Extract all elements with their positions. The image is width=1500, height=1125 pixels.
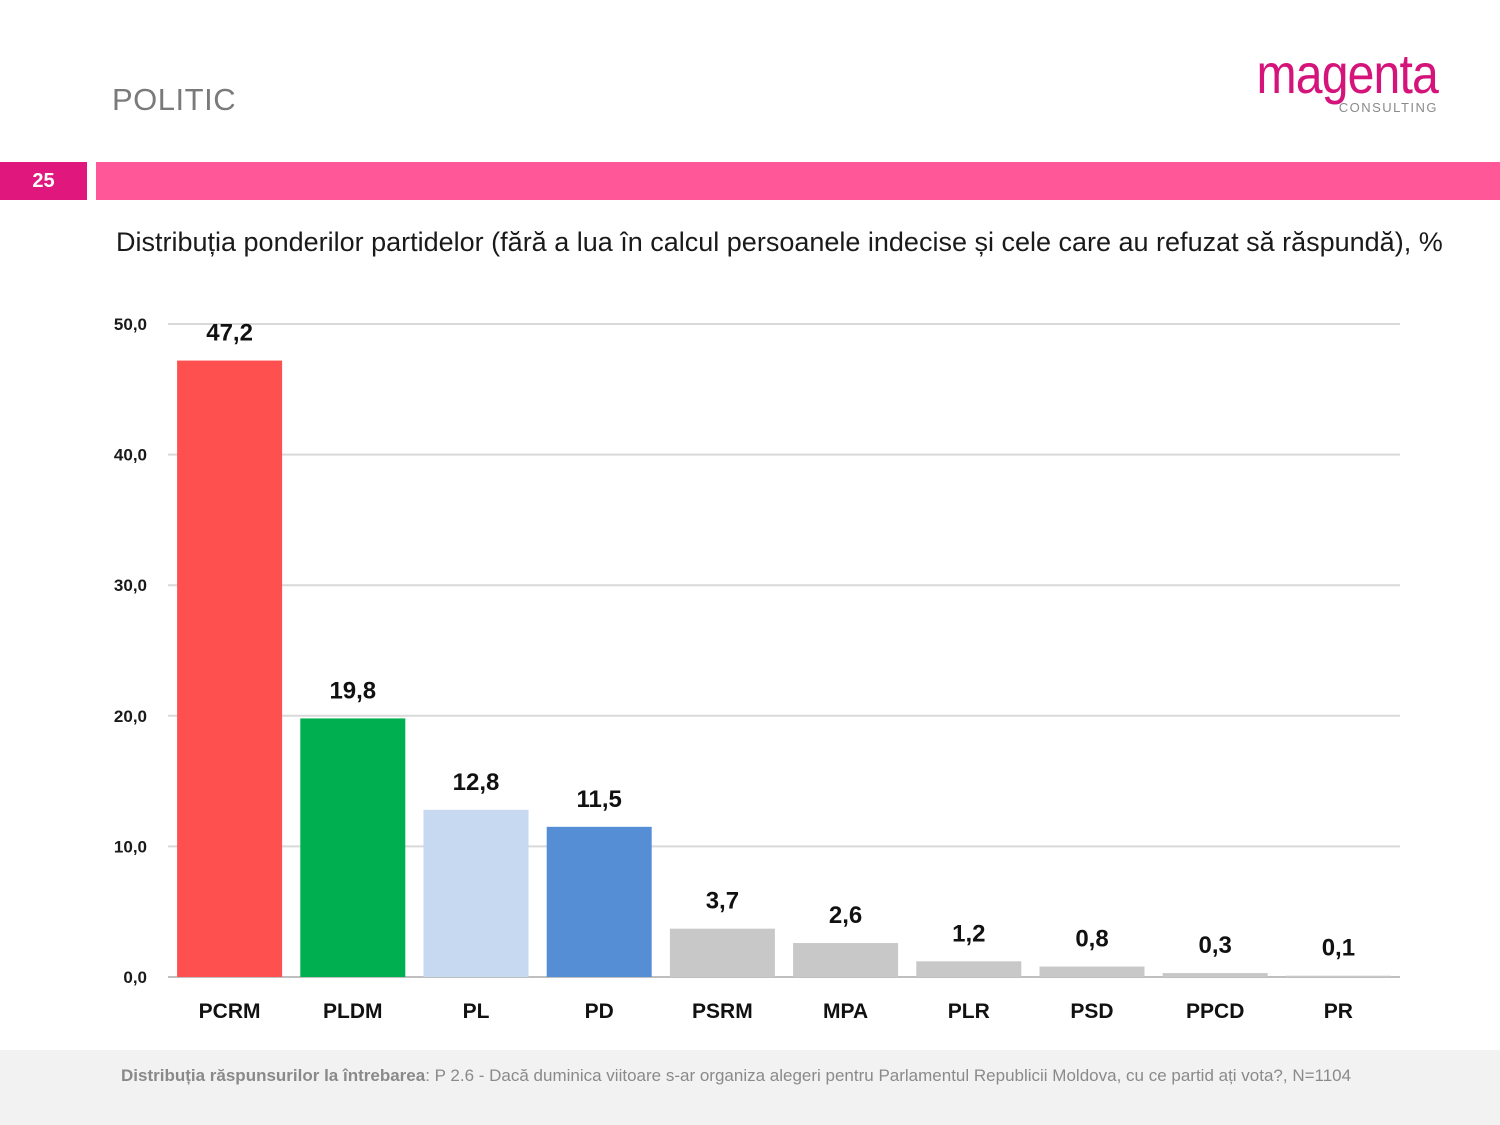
chart-title: Distribuția ponderilor partidelor (fără … — [116, 227, 1443, 257]
value-label: 3,7 — [706, 888, 739, 915]
bars — [177, 360, 1391, 977]
section-title: POLITIC — [112, 82, 237, 117]
bar-ppcd — [1162, 973, 1268, 977]
logo-subtitle: CONSULTING — [1338, 100, 1438, 115]
x-tick-label: PD — [585, 1000, 614, 1023]
x-tick-label: PPCD — [1186, 1000, 1244, 1023]
logo-word: magenta — [1256, 42, 1439, 105]
footer: Distribuția răspunsurilor la întrebarea:… — [0, 1050, 1500, 1125]
x-tick-label: PLDM — [323, 1000, 383, 1023]
x-tick-label: PSRM — [692, 1000, 753, 1023]
x-tick-label: MPA — [823, 1000, 868, 1023]
y-tick-label: 30,0 — [114, 576, 147, 595]
y-tick-label: 0,0 — [123, 968, 147, 987]
footer-question: : P 2.6 - Dacă duminica viitoare s-ar or… — [425, 1066, 1352, 1085]
value-label: 0,8 — [1075, 926, 1108, 953]
bar-chart: 0,0 10,0 20,0 30,0 40,0 50,0 47,2 19,8 12,8 11,5… — [114, 315, 1400, 1023]
bar-pcrm — [177, 360, 283, 977]
bar-pd — [546, 826, 652, 977]
header-band — [96, 162, 1500, 200]
bar-pr — [1285, 975, 1391, 977]
footer-note: Distribuția răspunsurilor la întrebarea:… — [121, 1064, 1431, 1088]
bar-pl — [423, 809, 529, 977]
bar-plr — [916, 961, 1022, 977]
value-label: 2,6 — [829, 902, 862, 929]
value-label: 47,2 — [206, 320, 253, 347]
page-number: 25 — [0, 162, 87, 200]
value-label: 0,3 — [1199, 932, 1232, 959]
y-tick-label: 50,0 — [114, 315, 147, 334]
x-tick-label: PCRM — [199, 1000, 261, 1023]
footer-label: Distribuția răspunsurilor la întrebarea — [121, 1066, 426, 1085]
x-tick-label: PL — [463, 1000, 490, 1023]
bar-psrm — [669, 928, 775, 977]
x-tick-label: PLR — [948, 1000, 990, 1023]
y-tick-label: 20,0 — [114, 707, 147, 726]
bar-pldm — [300, 718, 406, 977]
x-tick-label: PSD — [1070, 1000, 1113, 1023]
x-axis-ticks: PCRM PLDM PL PD PSRM MPA PLR PSD PPCD PR — [199, 1000, 1353, 1023]
value-label: 0,1 — [1322, 935, 1355, 962]
bar-mpa — [793, 943, 899, 977]
bar-psd — [1039, 966, 1145, 977]
value-labels: 47,2 19,8 12,8 11,5 3,7 2,6 1,2 0,8 0,3 0,1 — [206, 320, 1355, 962]
value-label: 1,2 — [952, 920, 985, 947]
value-label: 19,8 — [329, 677, 376, 704]
y-tick-label: 40,0 — [114, 446, 147, 465]
x-tick-label: PR — [1324, 1000, 1353, 1023]
value-label: 11,5 — [577, 786, 622, 813]
y-axis-ticks: 0,0 10,0 20,0 30,0 40,0 50,0 — [114, 315, 147, 987]
y-tick-label: 10,0 — [114, 837, 147, 856]
value-label: 12,8 — [453, 769, 500, 796]
magenta-consulting-logo: magenta CONSULTING — [1227, 42, 1439, 116]
